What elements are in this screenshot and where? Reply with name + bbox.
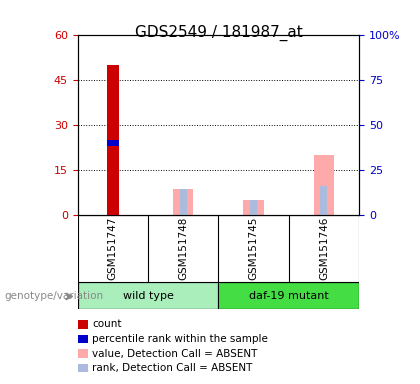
Bar [78, 335, 88, 343]
Text: wild type: wild type [123, 291, 173, 301]
Text: genotype/variation: genotype/variation [4, 291, 103, 301]
Bar [78, 364, 88, 372]
Bar [107, 65, 119, 215]
Bar [180, 189, 187, 215]
Bar [218, 282, 359, 309]
Text: value, Detection Call = ABSENT: value, Detection Call = ABSENT [92, 349, 258, 359]
Bar [320, 187, 328, 215]
Text: daf-19 mutant: daf-19 mutant [249, 291, 328, 301]
Bar [314, 155, 334, 215]
Bar [244, 200, 264, 215]
Bar [107, 140, 119, 146]
Text: rank, Detection Call = ABSENT: rank, Detection Call = ABSENT [92, 363, 253, 373]
Text: GDS2549 / 181987_at: GDS2549 / 181987_at [134, 25, 302, 41]
Text: GSM151748: GSM151748 [178, 217, 188, 280]
Text: GSM151746: GSM151746 [319, 217, 329, 280]
Text: count: count [92, 319, 122, 329]
Text: percentile rank within the sample: percentile rank within the sample [92, 334, 268, 344]
Bar [78, 282, 218, 309]
Text: GSM151747: GSM151747 [108, 217, 118, 280]
Bar [250, 200, 257, 215]
Text: GSM151745: GSM151745 [249, 217, 259, 280]
Bar [78, 320, 88, 329]
Bar [78, 349, 88, 358]
Bar [173, 189, 193, 215]
